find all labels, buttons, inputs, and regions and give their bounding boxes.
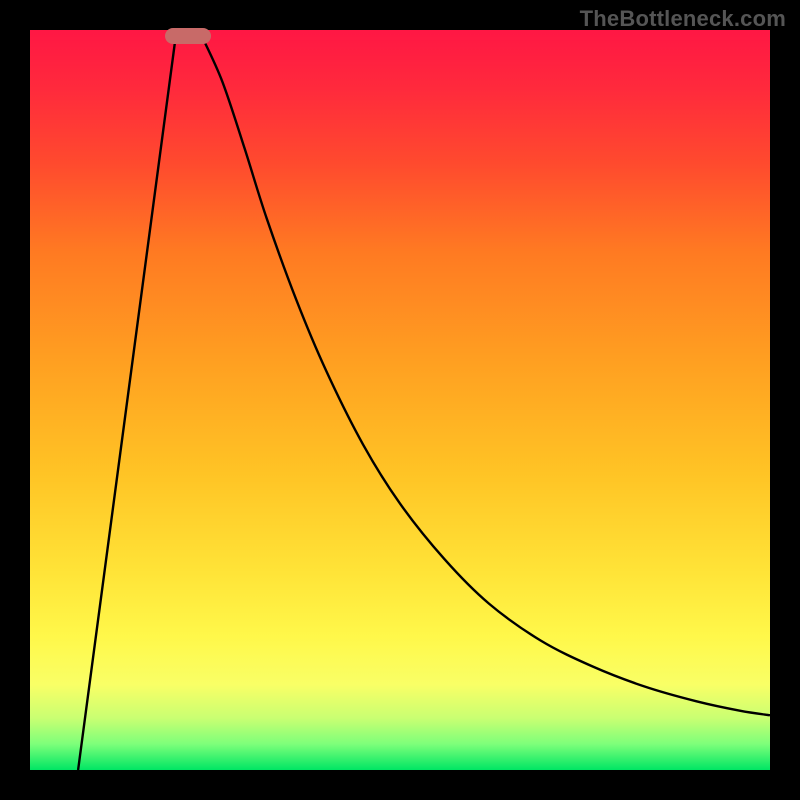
optimal-point-marker (165, 28, 211, 44)
plot-area (30, 30, 770, 770)
bottleneck-curve (30, 30, 770, 770)
chart-frame: TheBottleneck.com (0, 0, 800, 800)
watermark-text: TheBottleneck.com (580, 6, 786, 32)
